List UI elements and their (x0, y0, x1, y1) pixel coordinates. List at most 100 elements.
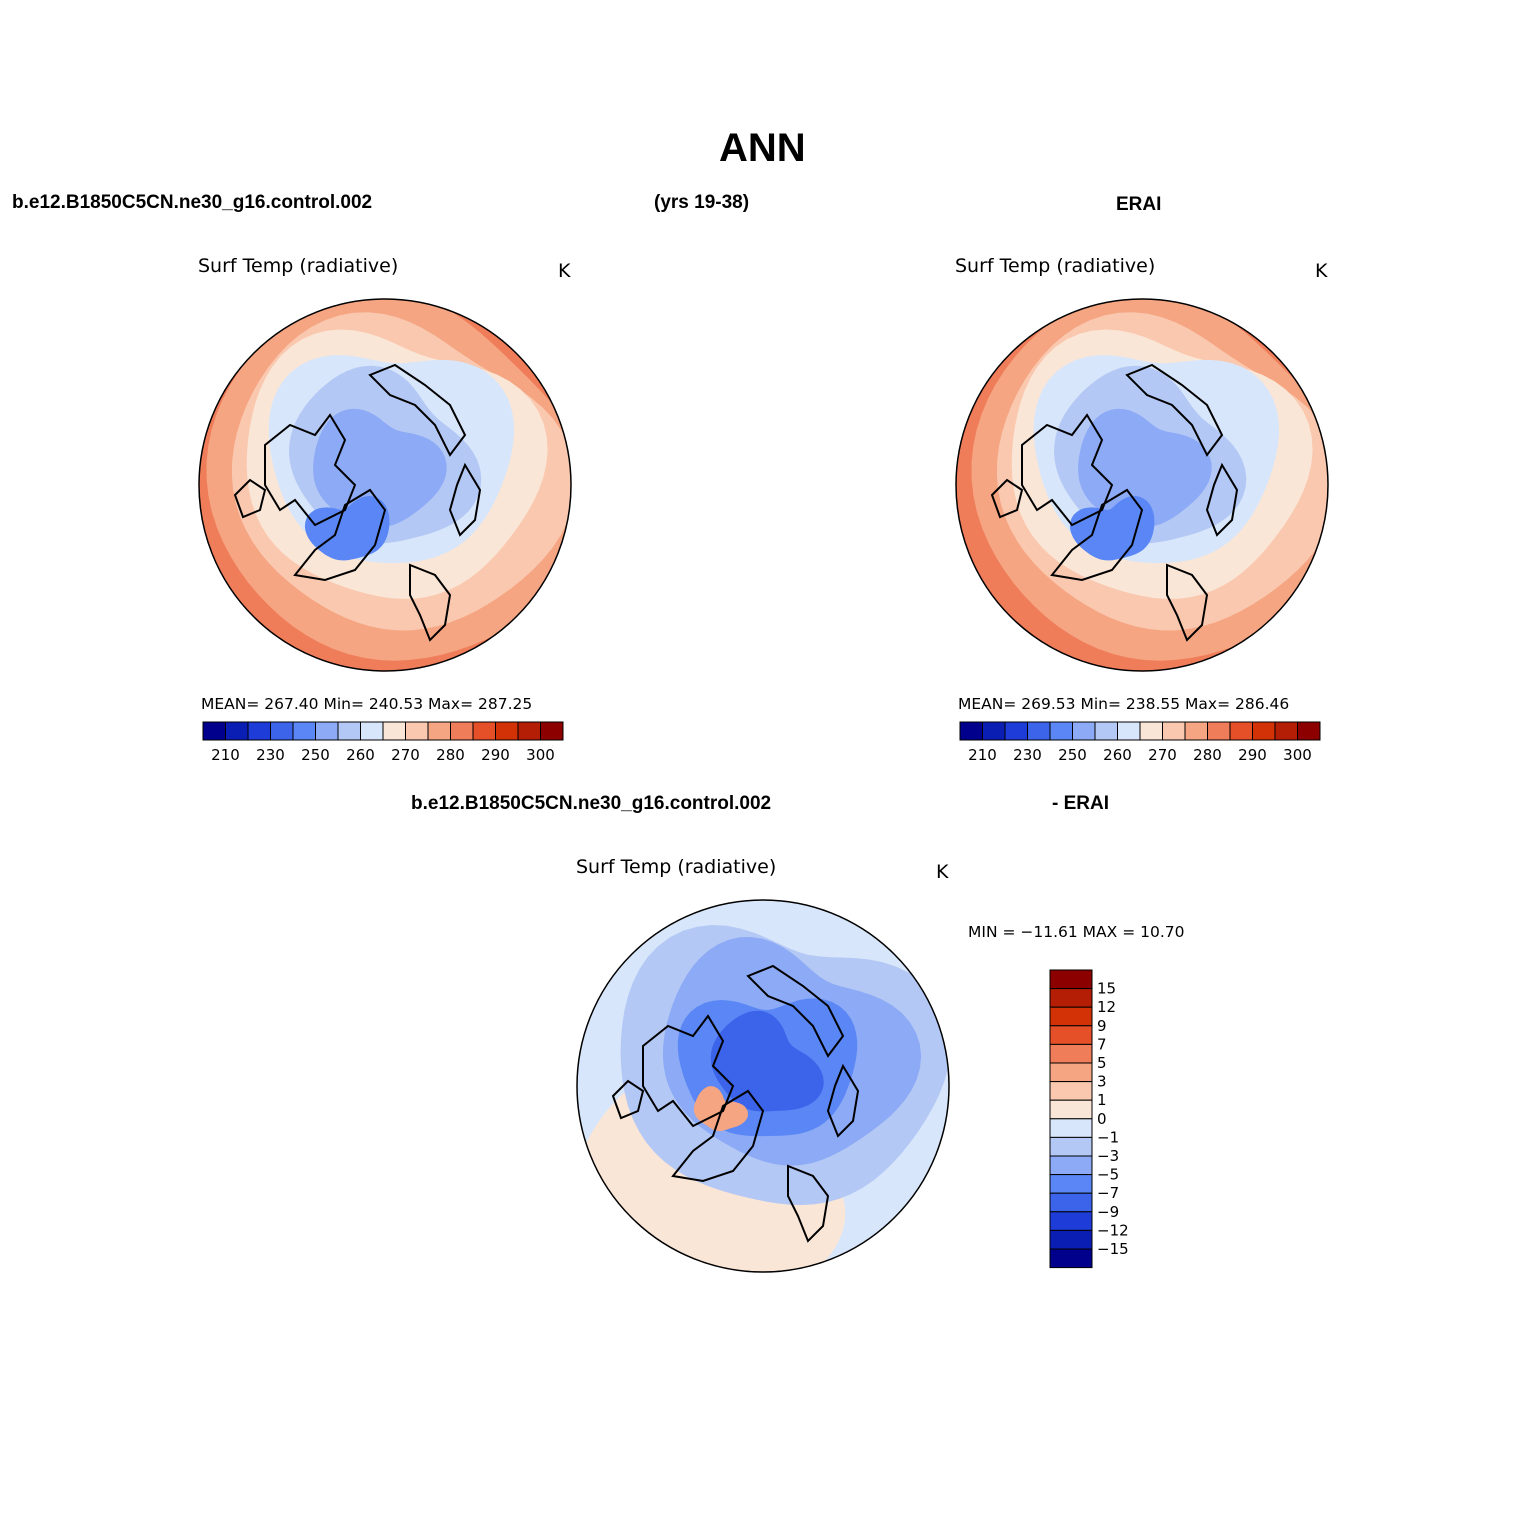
diff-variable-label: Surf Temp (radiative) (576, 856, 777, 878)
coastline (671, 1089, 765, 1183)
model-units-label: K (558, 260, 571, 282)
colorbar-tick-label: −3 (1097, 1147, 1119, 1165)
map-boundary (955, 298, 1329, 672)
colorbar-cell (1072, 721, 1096, 741)
colorbar-cell (1184, 721, 1208, 741)
diff-polar-map (576, 899, 950, 1273)
colorbar-cell (540, 721, 564, 741)
colorbar-cell (1049, 988, 1093, 1008)
model-polar-map (198, 298, 572, 672)
model-stats: MEAN= 267.40 Min= 240.53 Max= 287.25 (201, 695, 533, 713)
colorbar-cell (1297, 721, 1321, 741)
colorbar-cell (270, 721, 294, 741)
colorbar-cell (1049, 1155, 1093, 1176)
colorbar-cell (1274, 721, 1298, 741)
coastline (746, 964, 845, 1058)
colorbar-cell (1049, 969, 1093, 990)
coastline (368, 363, 467, 457)
obs-stats: MEAN= 269.53 Min= 238.55 Max= 286.46 (958, 695, 1290, 713)
colorbar-cell (247, 721, 271, 741)
coastline (1125, 363, 1224, 457)
colorbar-tick-label: 0 (1097, 1110, 1107, 1128)
diff-stats: MIN = −11.61 MAX = 10.70 (968, 923, 1185, 941)
colorbar-cell (1049, 1043, 1093, 1064)
colorbar-cell (1049, 721, 1073, 741)
page-title: ANN (719, 126, 806, 170)
diff-obs-name-label: - ERAI (1052, 793, 1109, 814)
colorbar-tick-label: 9 (1097, 1017, 1107, 1035)
colorbar-tick-label: 210 (968, 746, 997, 764)
obs-units-label: K (1315, 260, 1328, 282)
colorbar-cell (1049, 1006, 1093, 1027)
colorbar-tick-label: 290 (1238, 746, 1267, 764)
colorbar-cell (1049, 1211, 1093, 1231)
colorbar-cell (472, 721, 496, 741)
colorbar-cell (1049, 1174, 1093, 1194)
colorbar-cell (1229, 721, 1253, 741)
colorbar-tick-label: −5 (1097, 1166, 1119, 1184)
colorbar-tick-label: 260 (346, 746, 375, 764)
field-contour (304, 496, 390, 561)
colorbar-tick-label: 250 (1058, 746, 1087, 764)
colorbar-cell (292, 721, 316, 741)
colorbar-tick-label: 5 (1097, 1054, 1107, 1072)
colorbar-tick-label: 250 (301, 746, 330, 764)
colorbar-cell (360, 721, 384, 741)
colorbar-cell (1049, 1192, 1093, 1213)
coastline (293, 488, 387, 582)
colorbar-cell (495, 721, 519, 741)
coastline (826, 1063, 860, 1138)
coastline (1021, 413, 1114, 527)
obs-polar-map (955, 298, 1329, 672)
coastline (990, 478, 1024, 519)
colorbar-cell (1004, 721, 1028, 741)
colorbar-cell (1049, 1136, 1093, 1157)
colorbar-cell (1207, 721, 1231, 741)
map-boundary (198, 298, 572, 672)
field-contour (313, 408, 447, 528)
colorbar-cell (1049, 1118, 1093, 1138)
colorbar-tick-label: 15 (1097, 980, 1116, 998)
coastline (1205, 462, 1239, 537)
colorbar-cell (382, 721, 406, 741)
obs-variable-label: Surf Temp (radiative) (955, 255, 1156, 277)
obs-colorbar: 210 230 250 260 270 280 290 300 (959, 721, 1321, 764)
case-name-label: b.e12.B1850C5CN.ne30_g16.control.002 (12, 192, 373, 213)
colorbar-cell (1139, 721, 1163, 741)
colorbar-cell (1049, 1099, 1093, 1120)
colorbar-cell (202, 721, 226, 741)
colorbar-cell (517, 721, 541, 741)
colorbar-tick-label: −9 (1097, 1203, 1119, 1221)
colorbar-tick-label: −15 (1097, 1240, 1129, 1258)
colorbar-cell (1162, 721, 1186, 741)
field-contour (1078, 408, 1212, 528)
colorbar-cell (1027, 721, 1051, 741)
coastline (233, 478, 267, 519)
colorbar-tick-label: 7 (1097, 1035, 1107, 1053)
colorbar-cell (1094, 721, 1118, 741)
colorbar-cell (1049, 1025, 1093, 1045)
colorbar-cell (315, 721, 339, 741)
diff-units-label: K (936, 861, 949, 883)
colorbar-tick-label: 3 (1097, 1073, 1107, 1091)
obs-name-label: ERAI (1116, 194, 1162, 215)
colorbar-tick-label: 230 (1013, 746, 1042, 764)
colorbar-tick-label: −12 (1097, 1221, 1129, 1239)
diff-case-name-label: b.e12.B1850C5CN.ne30_g16.control.002 (411, 793, 772, 814)
colorbar-tick-label: 270 (391, 746, 420, 764)
years-label: (yrs 19-38) (654, 192, 750, 213)
coastline (611, 1079, 645, 1120)
colorbar-tick-label: 1 (1097, 1091, 1107, 1109)
colorbar-tick-label: 280 (1193, 746, 1222, 764)
colorbar-cell (982, 721, 1006, 741)
colorbar-tick-label: 230 (256, 746, 285, 764)
colorbar-tick-label: 280 (436, 746, 465, 764)
coastline (1166, 563, 1209, 642)
colorbar-cell (225, 721, 249, 741)
colorbar-tick-label: 210 (211, 746, 240, 764)
coastline (642, 1014, 735, 1128)
map-boundary (576, 899, 950, 1273)
colorbar-tick-label: 270 (1148, 746, 1177, 764)
colorbar-cell (1049, 1081, 1093, 1101)
